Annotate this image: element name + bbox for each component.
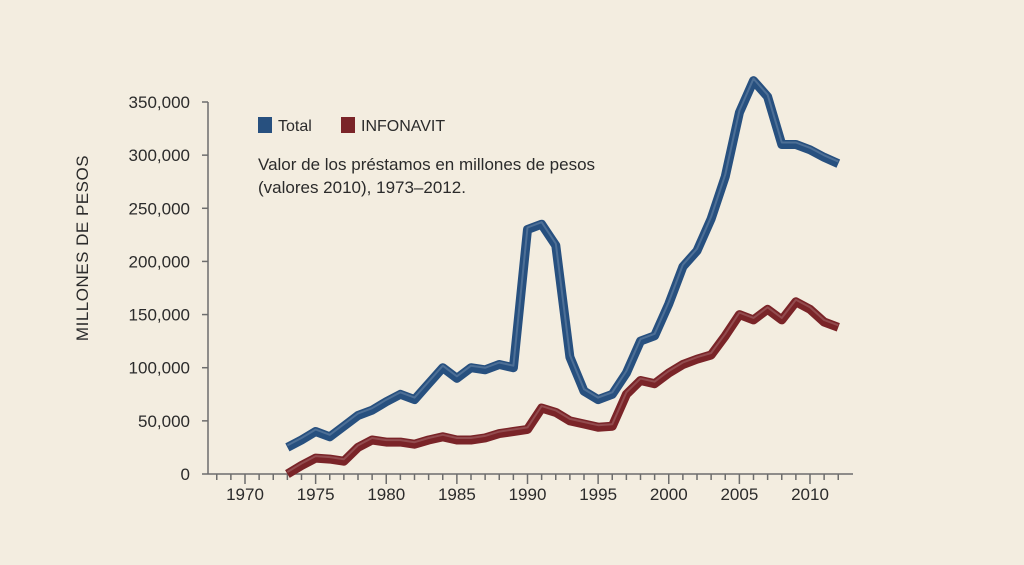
y-tick-label: 250,000: [129, 199, 190, 218]
legend-swatch: [341, 117, 355, 133]
x-tick-label: 2000: [650, 485, 688, 504]
x-tick-label: 1990: [509, 485, 547, 504]
x-tick-label: 2005: [720, 485, 758, 504]
y-axis-title: MILLONES DE PESOS: [73, 155, 92, 341]
series-layer: [285, 76, 841, 478]
series-infonavit: [285, 297, 840, 478]
annotation-line-1: Valor de los préstamos en millones de pe…: [258, 155, 595, 174]
legend: Total INFONAVIT: [258, 117, 445, 135]
series-total: [285, 76, 841, 452]
series-line: [285, 297, 840, 478]
series-line: [285, 76, 841, 452]
y-tick-label: 100,000: [129, 359, 190, 378]
y-axis-ticks: 0 50,000 100,000 150,000 200,000 250,000 300,0…: [129, 93, 208, 484]
x-tick-label: 1985: [438, 485, 476, 504]
x-tick-label: 1995: [579, 485, 617, 504]
x-tick-label: 1970: [226, 485, 264, 504]
x-tick-label: 1975: [297, 485, 335, 504]
x-axis-ticks: 1970 1975 1980 1985 1990 1995 2000 2005 2010: [216, 474, 839, 504]
y-tick-label: 50,000: [138, 412, 190, 431]
series-line-highlight: [286, 77, 839, 447]
y-tick-label: 200,000: [129, 252, 190, 271]
legend-label: INFONAVIT: [361, 118, 445, 135]
x-tick-label: 2010: [791, 485, 829, 504]
y-tick-label: 350,000: [129, 93, 190, 112]
x-tick-label: 1980: [367, 485, 405, 504]
legend-label: Total: [278, 118, 312, 135]
annotation-line-2: (valores 2010), 1973–2012.: [258, 178, 466, 197]
chart-annotation: Valor de los préstamos en millones de pe…: [258, 155, 600, 197]
legend-swatch: [258, 117, 272, 133]
series-line-highlight: [286, 298, 839, 473]
y-tick-label: 150,000: [129, 306, 190, 325]
y-tick-label: 300,000: [129, 146, 190, 165]
y-tick-label: 0: [181, 465, 190, 484]
